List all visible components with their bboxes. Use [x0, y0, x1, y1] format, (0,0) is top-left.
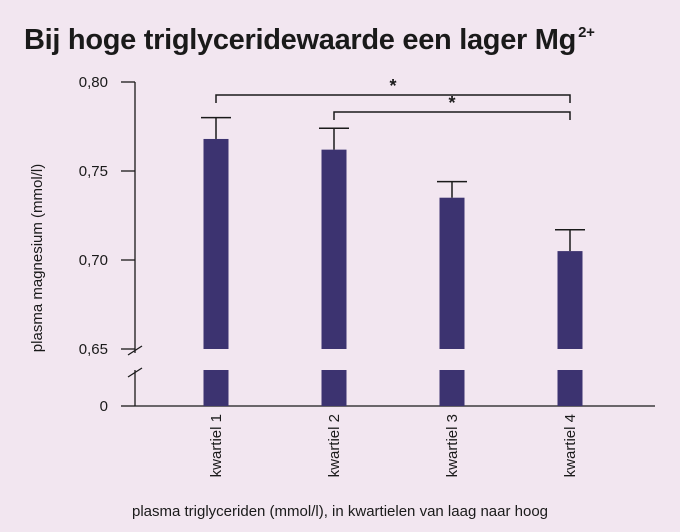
significance-bracket	[333, 111, 571, 120]
axis-break-mark-lower	[127, 367, 143, 378]
bar-upper-segment	[203, 138, 229, 349]
significance-brackets: **	[215, 76, 571, 120]
bar-lower-segment	[439, 370, 465, 406]
axis-break-mark-upper	[127, 345, 143, 356]
x-tick-label: kwartiel 2	[326, 414, 343, 477]
x-tick-label: kwartiel 3	[444, 414, 461, 477]
axes	[121, 81, 655, 407]
x-axis-label: plasma triglyceriden (mmol/l), in kwarti…	[131, 503, 549, 520]
chart-title-text: Bij hoge triglyceridewaarde een lager Mg	[24, 24, 577, 56]
significance-star: *	[448, 93, 455, 113]
y-tick-label: 0,70	[79, 252, 108, 269]
bar-lower-segment	[321, 370, 347, 406]
bar-upper-segment	[557, 251, 583, 349]
y-tick-labels: 0,80 0,75 0,70 0,65 0	[79, 74, 108, 415]
bar-lower-segment	[203, 370, 229, 406]
y-tick-label: 0,80	[79, 74, 108, 91]
chart-title-superscript: 2+	[578, 24, 595, 41]
y-tick-label: 0	[100, 398, 108, 415]
error-bars	[201, 116, 585, 252]
x-tick-labels: kwartiel 1 kwartiel 2 kwartiel 3 kwartiel 4	[208, 414, 579, 477]
y-axis-label: plasma magnesium (mmol/l)	[29, 164, 46, 352]
significance-bracket	[215, 94, 571, 103]
bar-lower-segment	[557, 370, 583, 406]
x-tick-label: kwartiel 1	[208, 414, 225, 477]
bar-upper-segment	[439, 197, 465, 349]
significance-star: *	[389, 76, 396, 96]
y-tick-label: 0,75	[79, 163, 108, 180]
x-tick-label: kwartiel 4	[562, 414, 579, 477]
bars	[203, 138, 583, 406]
chart-title: Bij hoge triglyceridewaarde een lager Mg…	[24, 24, 595, 57]
bar-upper-segment	[321, 149, 347, 349]
y-tick-label: 0,65	[79, 341, 108, 358]
